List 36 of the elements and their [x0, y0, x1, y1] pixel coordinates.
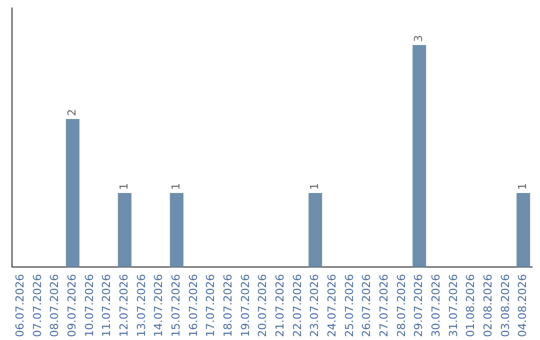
x-tick-label: 26.07.2026: [360, 274, 374, 338]
x-tick-label: 31.07.2026: [446, 274, 460, 338]
x-tick-label: 29.07.2026: [412, 274, 426, 338]
x-tick-label: 13.07.2026: [134, 274, 148, 338]
x-tick-label: 17.07.2026: [204, 274, 218, 338]
x-tick-label: 08.07.2026: [48, 274, 62, 338]
x-tick-label: 03.08.2026: [498, 274, 512, 338]
x-tick-label: 06.07.2026: [14, 274, 27, 338]
x-tick-label: 15.07.2026: [170, 274, 183, 338]
x-tick-label: 11.07.2026: [100, 274, 114, 338]
x-tick-label: 04.08.2026: [516, 274, 530, 338]
data-label: 1: [118, 183, 131, 190]
x-tick-label: 20.07.2026: [256, 274, 270, 338]
x-tick-label: 14.07.2026: [152, 274, 166, 338]
data-label: 1: [308, 183, 322, 190]
data-label: 2: [66, 109, 79, 116]
x-tick-label: 30.07.2026: [430, 274, 443, 338]
x-tick-label: 23.07.2026: [308, 274, 322, 338]
x-tick-label: 18.07.2026: [222, 274, 235, 338]
data-label: 1: [516, 183, 530, 190]
x-tick-label: 24.07.2026: [326, 274, 339, 338]
x-tick-label: 25.07.2026: [342, 274, 356, 338]
data-label: 3: [412, 35, 426, 42]
x-tick-label: 21.07.2026: [274, 274, 287, 338]
x-tick-label: 10.07.2026: [82, 274, 96, 338]
x-tick-label: 27.07.2026: [378, 274, 391, 338]
x-tick-label: 19.07.2026: [238, 274, 252, 338]
x-tick-label: 07.07.2026: [30, 274, 44, 338]
data-label: 1: [170, 183, 183, 190]
x-tick-label: 28.07.2026: [394, 274, 408, 338]
x-tick-label: 09.07.2026: [66, 274, 79, 338]
x-tick-label: 01.08.2026: [464, 274, 478, 338]
x-tick-label: 22.07.2026: [290, 274, 304, 338]
x-tick-label: 16.07.2026: [186, 274, 200, 338]
x-tick-label: 02.08.2026: [482, 274, 495, 338]
x-tick-label: 12.07.2026: [118, 274, 131, 338]
